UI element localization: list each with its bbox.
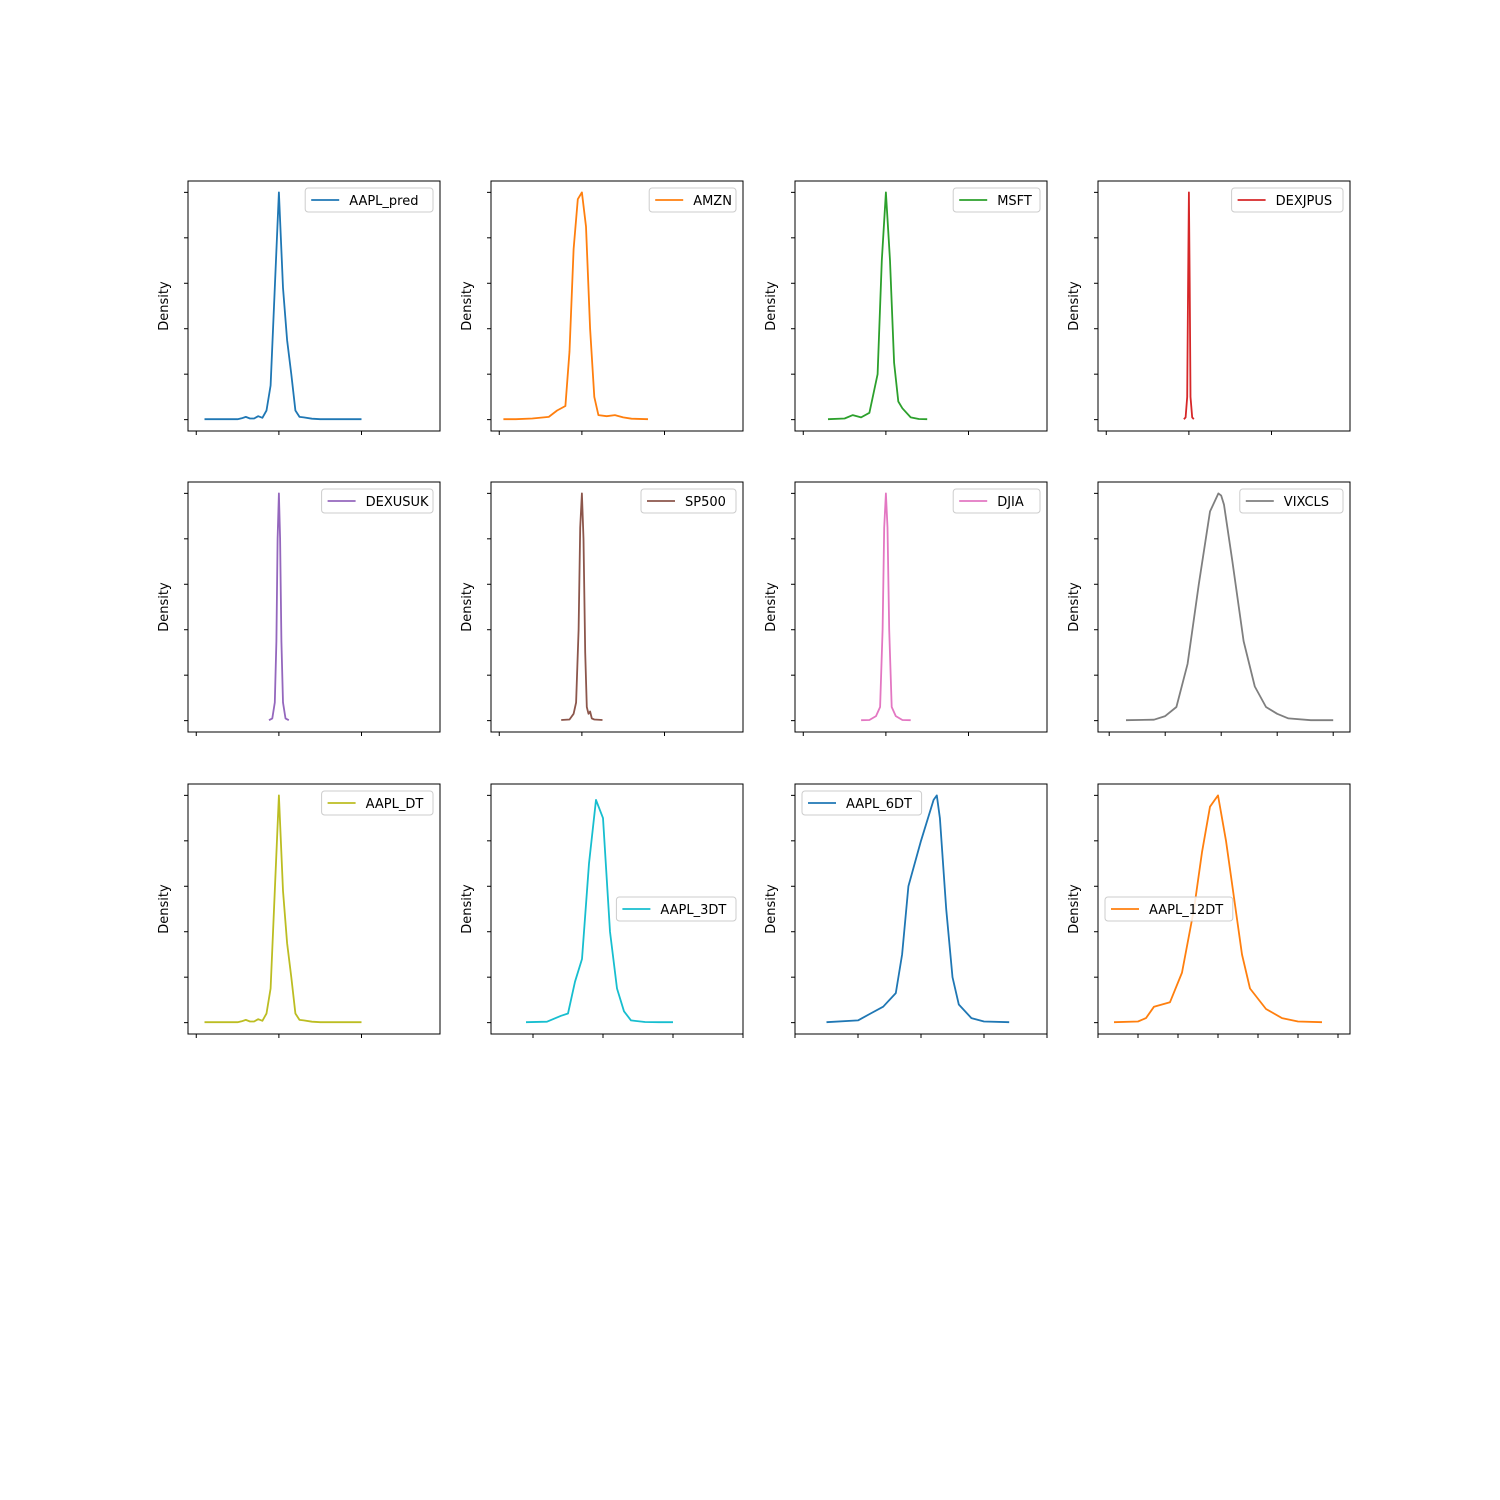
axes-frame (490, 783, 744, 1035)
legend-box (321, 790, 434, 816)
y-axis-label: Density (157, 281, 172, 331)
density-panel: Density VIXCLS (1067, 481, 1351, 736)
legend-label: AAPL_6DT (846, 797, 912, 812)
density-line-dexjpus (1183, 191, 1195, 420)
y-axis-label: Density (764, 281, 779, 331)
legend: AAPL_12DT (1104, 896, 1234, 922)
density-line-vixcls (1125, 492, 1334, 722)
density-panel: Density MSFT (764, 180, 1048, 435)
density-panel: Density SP500 (460, 481, 744, 736)
legend-box (304, 187, 434, 213)
y-axis-label: Density (764, 884, 779, 934)
legend-label: VIXCLS (1284, 495, 1329, 510)
density-panel: Density DEXUSUK (157, 481, 441, 736)
density-line-aapl-3dt (525, 799, 673, 1024)
legend-label: AAPL_pred (349, 194, 418, 209)
density-line-msft (827, 191, 928, 421)
legend-label: DEXUSUK (366, 495, 429, 510)
density-line-dexusuk (268, 492, 290, 721)
legend: SP500 (640, 488, 737, 514)
y-axis-label: Density (1067, 884, 1082, 934)
y-axis-label: Density (460, 281, 475, 331)
axes-frame (1097, 481, 1351, 733)
legend-box (952, 187, 1041, 213)
density-line-aapl-12dt (1113, 794, 1323, 1024)
y-axis-label: Density (157, 884, 172, 934)
axes-frame (490, 481, 744, 733)
density-line-djia (861, 492, 911, 722)
density-panel: Density AAPL_6DT (764, 783, 1048, 1038)
legend: DJIA (952, 488, 1041, 514)
legend: VIXCLS (1239, 488, 1344, 514)
axes-frame (187, 481, 441, 733)
density-panel: Density AAPL_pred (157, 180, 441, 435)
density-panel: Density DEXJPUS (1067, 180, 1351, 435)
density-panel: Density AAPL_DT (157, 783, 441, 1038)
legend: AAPL_pred (304, 187, 434, 213)
legend-box (1231, 187, 1344, 213)
legend-label: AAPL_12DT (1149, 903, 1223, 918)
legend-box (801, 790, 923, 816)
y-axis-label: Density (764, 582, 779, 632)
y-axis-label: Density (1067, 281, 1082, 331)
density-panel: Density AMZN (460, 180, 744, 435)
y-axis-label: Density (460, 884, 475, 934)
legend-label: DEXJPUS (1276, 194, 1333, 209)
y-axis-label: Density (460, 582, 475, 632)
legend-box (321, 488, 434, 514)
legend: DEXUSUK (321, 488, 434, 514)
legend: AAPL_6DT (801, 790, 923, 816)
legend-label: AAPL_DT (366, 797, 424, 812)
legend-box (1239, 488, 1344, 514)
legend-label: MSFT (997, 194, 1032, 209)
axes-frame (794, 180, 1048, 432)
legend-box (640, 488, 737, 514)
legend-box (952, 488, 1041, 514)
y-axis-label: Density (1067, 582, 1082, 632)
density-line-aapl-pred (204, 191, 362, 421)
legend-label: AMZN (693, 194, 732, 209)
axes-frame (187, 180, 441, 432)
legend: AAPL_DT (321, 790, 434, 816)
axes-frame (1097, 180, 1351, 432)
density-panel: Density AAPL_12DT (1067, 783, 1351, 1038)
axes-frame (794, 783, 1048, 1035)
legend-label: AAPL_3DT (660, 903, 726, 918)
legend-label: DJIA (997, 495, 1024, 510)
axes-frame (187, 783, 441, 1035)
legend-box (615, 896, 737, 922)
axes-frame (490, 180, 744, 432)
axes-frame (794, 481, 1048, 733)
legend-box (1104, 896, 1234, 922)
y-axis-label: Density (157, 582, 172, 632)
density-line-aapl-dt (204, 794, 362, 1024)
legend: AMZN (648, 187, 737, 213)
density-panel: Density DJIA (764, 481, 1048, 736)
legend: DEXJPUS (1231, 187, 1344, 213)
density-line-aapl-6dt (826, 794, 1010, 1024)
legend-box (648, 187, 737, 213)
axes-frame (1097, 783, 1351, 1035)
density-line-amzn (503, 191, 649, 421)
legend: AAPL_3DT (615, 896, 737, 922)
legend: MSFT (952, 187, 1041, 213)
legend-label: SP500 (685, 495, 726, 510)
density-line-sp500 (561, 492, 603, 721)
density-panel: Density AAPL_3DT (460, 783, 744, 1038)
